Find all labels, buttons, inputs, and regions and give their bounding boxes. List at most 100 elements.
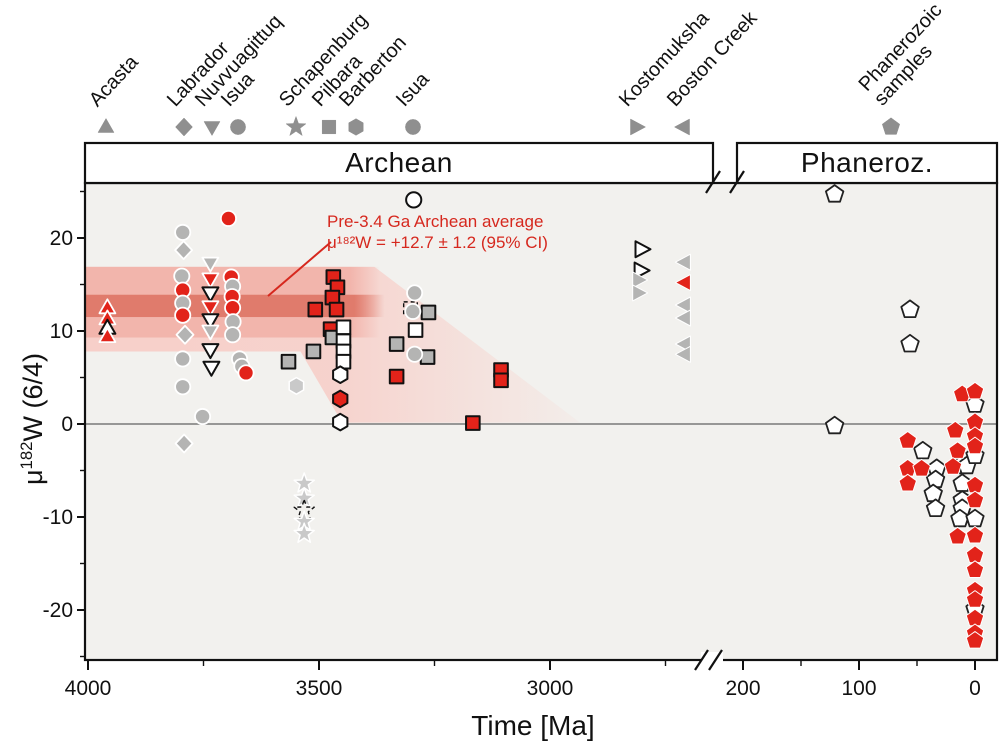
series-isua (173, 209, 255, 426)
data-point (174, 433, 194, 454)
y-axis-title-sup: 182 (17, 441, 36, 470)
y-axis-title: μ182W (6/4) (17, 259, 59, 579)
data-point (420, 304, 437, 321)
data-point (219, 209, 237, 227)
data-point (201, 313, 220, 330)
data-point (201, 286, 220, 303)
data-point (237, 364, 255, 382)
data-point (224, 299, 242, 317)
data-point (293, 487, 315, 508)
era-bar-phanerozoic-label: Phaneroz. (800, 147, 934, 178)
data-point (965, 590, 985, 608)
x-tick-label: 100 (841, 677, 876, 700)
era-bar-archean (83, 141, 715, 185)
series-labrador (174, 240, 195, 454)
data-point (943, 457, 963, 475)
data-point (406, 345, 424, 363)
y-tick-label: 0 (61, 413, 73, 436)
data-point (173, 267, 191, 285)
data-point (201, 256, 220, 273)
data-point (405, 191, 423, 209)
data-point (174, 223, 192, 241)
data-point (632, 284, 649, 302)
data-point (674, 296, 691, 314)
data-point (388, 336, 405, 352)
data-point (965, 490, 985, 509)
data-point (407, 322, 424, 338)
annotation-line1: Pre-3.4 Ga Archean average (327, 212, 544, 231)
data-point (202, 360, 221, 377)
data-point (174, 378, 192, 396)
data-point (900, 299, 920, 319)
data-point (332, 389, 349, 409)
legend-symbol-circle (230, 119, 246, 135)
data-point (674, 253, 691, 271)
series-pilbara (280, 269, 509, 431)
legend-symbols (97, 116, 900, 137)
annotation-leader-line (267, 241, 332, 297)
data-point (201, 272, 220, 289)
legend-symbol-star (285, 116, 307, 136)
legend-symbol-triangle (97, 118, 115, 133)
data-point (332, 365, 349, 384)
data-point (965, 436, 985, 455)
era-bar-break-slash (705, 170, 721, 194)
legend-symbol-diamond (175, 117, 193, 137)
era-bar-break-slash (729, 170, 745, 194)
data-point (388, 368, 405, 385)
y-axis-title-rest: W (6/4) (18, 353, 48, 442)
data-point (898, 473, 917, 492)
series-schapenburg (293, 472, 315, 543)
data-point (946, 420, 965, 439)
data-point (194, 408, 212, 426)
archean-average-annotation: Pre-3.4 Ga Archean average μ¹⁸²W = +12.7… (327, 211, 548, 253)
data-point (898, 431, 917, 449)
data-point (98, 327, 117, 344)
legend-symbol-triangle-left (674, 118, 690, 136)
data-point (201, 324, 220, 341)
series-isua-3-3-ga- (404, 191, 424, 363)
y-tick-label: 10 (50, 320, 73, 343)
data-point (201, 300, 220, 317)
x-tick-label: 4000 (65, 677, 112, 700)
y-axis-title-mu: μ (18, 469, 48, 485)
data-point (912, 458, 931, 477)
data-point (925, 498, 946, 517)
data-point (825, 184, 845, 203)
data-point (293, 522, 315, 543)
data-point (965, 560, 985, 578)
data-point (328, 301, 345, 318)
data-point (948, 526, 967, 545)
annotation-line2: μ¹⁸²W = +12.7 ± 1.2 (95% CI) (327, 233, 548, 252)
series-phanerozoic-samples (825, 184, 985, 649)
series-acasta (98, 298, 117, 344)
series-boston-creek (674, 253, 691, 363)
data-point (174, 350, 192, 368)
data-point (288, 376, 305, 395)
data-point (174, 306, 192, 324)
data-point (224, 326, 242, 344)
y-tick-label: -20 (43, 599, 73, 622)
x-axis-break-slash (708, 649, 723, 671)
x-tick-label: 0 (969, 677, 981, 700)
era-bar-archean-label: Archean (345, 147, 453, 178)
legend-symbol-triangle-right (630, 118, 646, 136)
data-point (632, 271, 649, 289)
x-tick-label: 3000 (527, 677, 574, 700)
data-point (201, 343, 220, 360)
data-point (965, 381, 985, 400)
data-point (174, 240, 194, 261)
legend-symbol-pentagon (882, 117, 900, 135)
data-point (465, 415, 481, 431)
data-point (493, 372, 509, 389)
data-point (175, 324, 195, 345)
legend-symbol-square (321, 119, 337, 135)
data-point (948, 441, 967, 459)
data-point (406, 284, 424, 302)
legend-symbol-circle (405, 119, 421, 135)
data-point (674, 309, 691, 327)
data-point (634, 240, 652, 259)
